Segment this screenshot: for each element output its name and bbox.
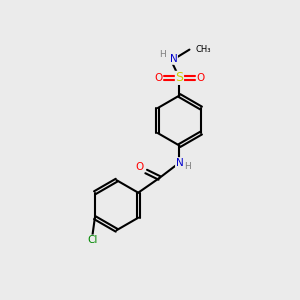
Text: O: O — [136, 162, 144, 172]
Text: CH₃: CH₃ — [196, 45, 212, 54]
Text: Cl: Cl — [87, 235, 98, 245]
Text: H: H — [184, 162, 191, 171]
Text: O: O — [196, 73, 205, 83]
Text: O: O — [154, 73, 162, 83]
Text: H: H — [160, 50, 166, 59]
Text: N: N — [176, 158, 183, 168]
Text: S: S — [176, 71, 183, 84]
Text: N: N — [170, 54, 177, 64]
